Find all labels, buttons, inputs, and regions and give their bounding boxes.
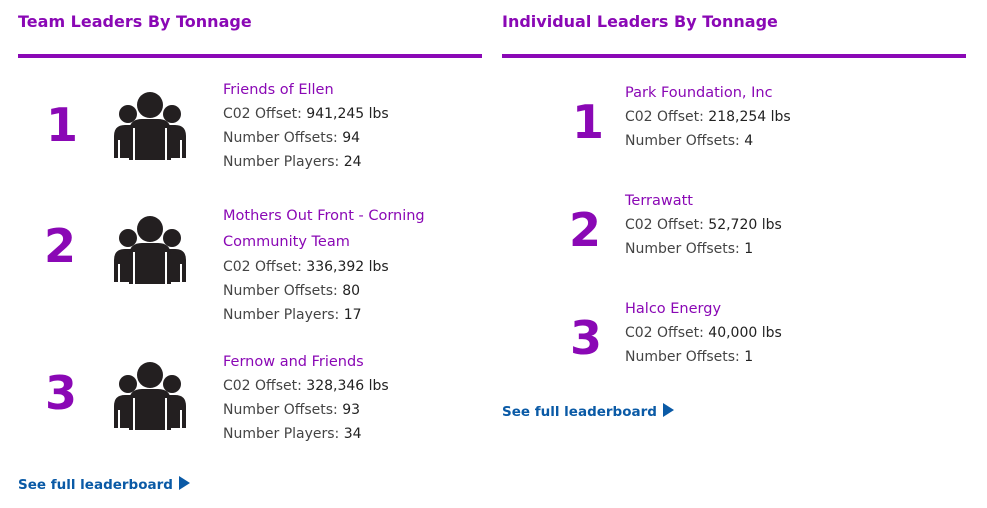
individual-name[interactable]: Terrawatt: [625, 189, 782, 213]
team-rank: 3: [45, 366, 78, 420]
individual-leaders-heading: Individual Leaders By Tonnage: [502, 12, 778, 31]
co2-label: C02 Offset:: [223, 259, 302, 275]
co2-value: 336,392 lbs: [306, 259, 389, 275]
individual-see-full-leaderboard-link[interactable]: See full leaderboard: [502, 403, 674, 420]
group-icon: [112, 88, 188, 164]
co2-value: 52,720 lbs: [708, 217, 782, 233]
players-label: Number Players:: [223, 426, 340, 442]
team-name[interactable]: Friends of Ellen: [223, 78, 389, 102]
individual-rank: 1: [572, 95, 605, 149]
individual-name[interactable]: Park Foundation, Inc: [625, 81, 791, 105]
offsets-value: 1: [744, 241, 754, 257]
team-name-link[interactable]: Fernow and Friends: [223, 354, 364, 370]
team-name-link[interactable]: Community Team: [223, 234, 350, 250]
team-name[interactable]: Fernow and Friends: [223, 350, 389, 374]
players-value: 24: [343, 154, 362, 170]
group-icon: [112, 358, 188, 434]
co2-value: 40,000 lbs: [708, 325, 782, 341]
individual-divider: [502, 54, 966, 58]
team-see-full-leaderboard-link[interactable]: See full leaderboard: [18, 476, 190, 493]
offsets-value: 94: [342, 130, 361, 146]
team-name-link[interactable]: Mothers Out Front - Corning: [223, 208, 425, 224]
offsets-value: 1: [744, 349, 754, 365]
offsets-value: 4: [744, 133, 754, 149]
co2-label: C02 Offset:: [625, 217, 704, 233]
team-rank: 1: [46, 98, 79, 152]
team-rank: 2: [44, 219, 77, 273]
individual-name-link[interactable]: Terrawatt: [625, 193, 693, 209]
offsets-label: Number Offsets:: [625, 133, 740, 149]
offsets-label: Number Offsets:: [625, 349, 740, 365]
co2-value: 941,245 lbs: [306, 106, 389, 122]
co2-label: C02 Offset:: [223, 106, 302, 122]
offsets-label: Number Offsets:: [223, 283, 338, 299]
team-leaders-heading: Team Leaders By Tonnage: [18, 12, 252, 31]
offsets-label: Number Offsets:: [223, 130, 338, 146]
individual-name-link[interactable]: Park Foundation, Inc: [625, 85, 773, 101]
offsets-value: 93: [342, 402, 361, 418]
play-arrow-icon: [662, 403, 674, 417]
co2-value: 218,254 lbs: [708, 109, 791, 125]
offsets-label: Number Offsets:: [223, 402, 338, 418]
team-name-link[interactable]: Friends of Ellen: [223, 82, 334, 98]
players-label: Number Players:: [223, 307, 340, 323]
individual-rank: 2: [569, 203, 602, 257]
team-name-line2[interactable]: Community Team: [223, 229, 425, 255]
see-full-leaderboard-label: See full leaderboard: [18, 477, 173, 493]
co2-value: 328,346 lbs: [306, 378, 389, 394]
individual-name[interactable]: Halco Energy: [625, 297, 782, 321]
group-icon: [112, 212, 188, 288]
individual-rank: 3: [570, 311, 603, 365]
see-full-leaderboard-label: See full leaderboard: [502, 404, 657, 420]
players-value: 17: [343, 307, 362, 323]
co2-label: C02 Offset:: [625, 325, 704, 341]
individual-name-link[interactable]: Halco Energy: [625, 301, 722, 317]
co2-label: C02 Offset:: [223, 378, 302, 394]
offsets-value: 80: [342, 283, 361, 299]
team-name[interactable]: Mothers Out Front - Corning: [223, 203, 425, 229]
team-divider: [18, 54, 482, 58]
players-value: 34: [343, 426, 362, 442]
play-arrow-icon: [178, 476, 190, 490]
players-label: Number Players:: [223, 154, 340, 170]
offsets-label: Number Offsets:: [625, 241, 740, 257]
co2-label: C02 Offset:: [625, 109, 704, 125]
